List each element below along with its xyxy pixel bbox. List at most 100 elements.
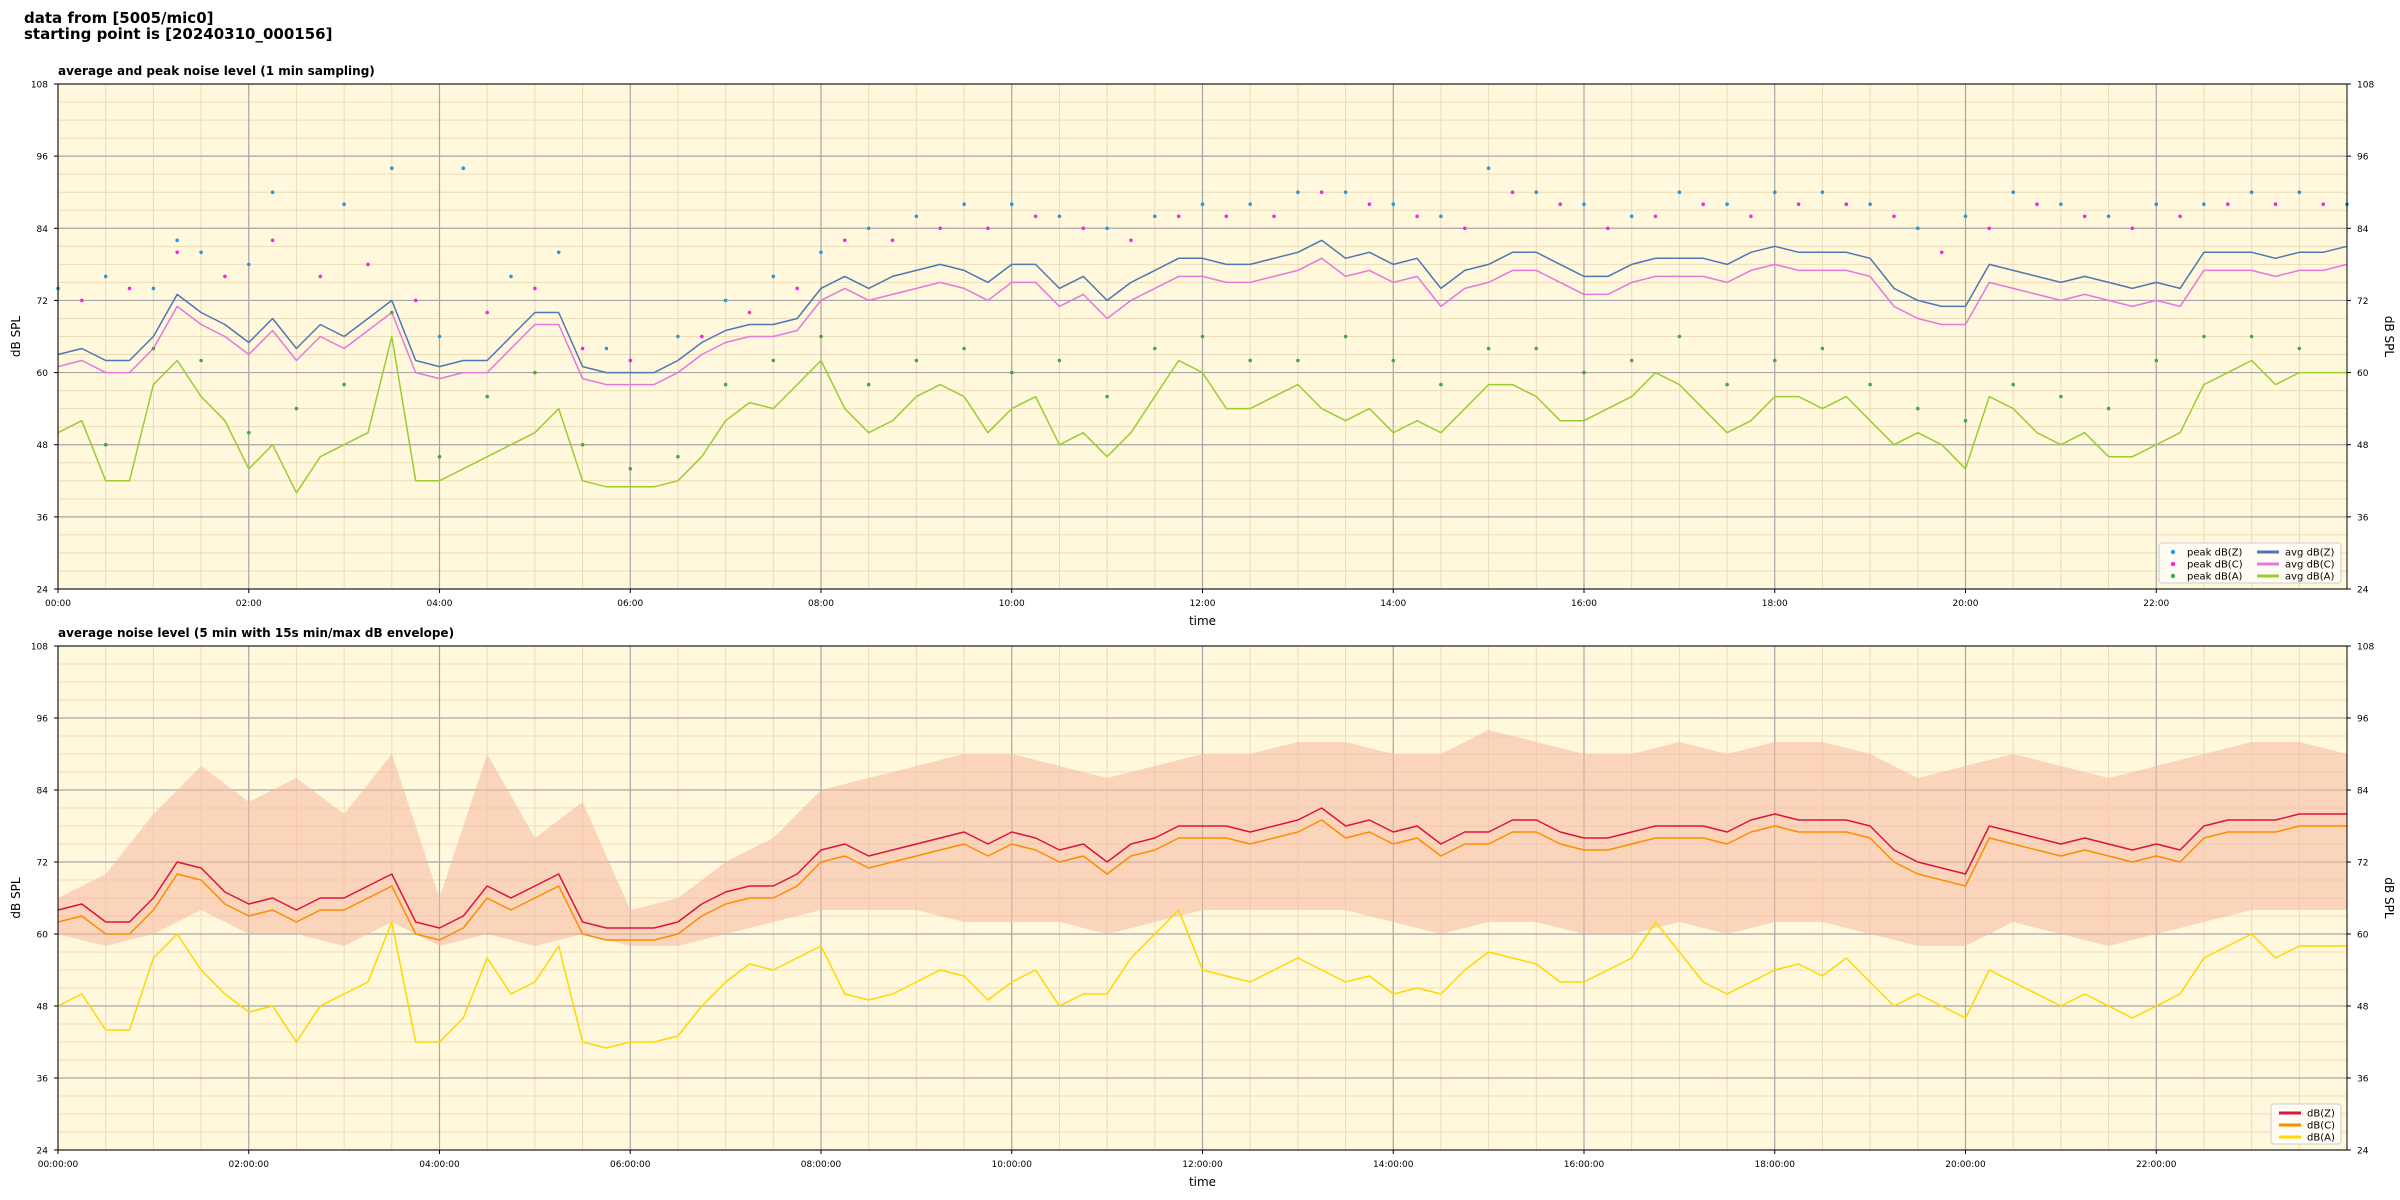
top-chart-xlabel: time: [1189, 614, 1216, 628]
top-point-peak-c: [1224, 214, 1229, 219]
legend-label-avg-c: avg dB(C): [2285, 560, 2335, 571]
top-ytick-label-left: 60: [37, 369, 49, 379]
top-point-peak-a: [866, 382, 871, 387]
top-ytick-label-left: 108: [31, 81, 48, 91]
top-ytick-label-right: 96: [2357, 153, 2369, 163]
bottom-chart-xlabel: time: [1189, 1175, 1216, 1189]
top-point-peak-a: [199, 358, 203, 363]
top-point-peak-a: [1820, 346, 1825, 351]
top-chart-ylabel-left: dB SPL: [9, 316, 23, 358]
top-point-peak-z: [1200, 202, 1205, 206]
top-ytick-label-left: 36: [37, 513, 49, 523]
top-point-peak-z: [1486, 166, 1491, 170]
top-ytick-label-right: 60: [2357, 369, 2369, 379]
top-point-peak-z: [914, 214, 919, 219]
top-point-peak-z: [1820, 190, 1825, 194]
bottom-ytick-label-right: 48: [2357, 1003, 2369, 1013]
bottom-xtick-label: 14:00:00: [1373, 1160, 1414, 1170]
top-point-peak-z: [866, 226, 871, 231]
top-ytick-label-left: 48: [37, 441, 49, 451]
top-point-peak-z: [1391, 202, 1396, 206]
bottom-ytick-label-left: 36: [37, 1075, 49, 1085]
top-point-peak-c: [1129, 238, 1133, 243]
top-point-peak-z: [437, 334, 442, 339]
top-point-peak-z: [1248, 202, 1252, 206]
top-chart-title: average and peak noise level (1 min samp…: [58, 64, 375, 78]
top-point-peak-z: [1105, 226, 1109, 231]
top-point-peak-c: [747, 310, 752, 315]
top-point-peak-c: [1606, 226, 1610, 231]
top-point-peak-a: [1725, 382, 1729, 387]
legend-label-db-c: dB(C): [2307, 1121, 2335, 1132]
top-point-peak-c: [2130, 226, 2135, 231]
top-point-peak-c: [795, 286, 799, 291]
bottom-xtick-label: 10:00:00: [992, 1160, 1033, 1170]
top-ytick-label-right: 72: [2357, 297, 2368, 307]
top-ytick-label-right: 108: [2357, 81, 2374, 91]
top-point-peak-a: [1057, 358, 1062, 363]
top-point-peak-a: [1439, 382, 1443, 387]
top-point-peak-z: [199, 250, 203, 255]
top-point-peak-a: [342, 382, 346, 387]
top-point-peak-c: [413, 298, 418, 303]
legend-label-db-z: dB(Z): [2307, 1109, 2335, 1120]
top-point-peak-c: [986, 226, 990, 231]
top-point-peak-a: [1153, 346, 1157, 351]
bottom-series-line-a: [57, 909, 2347, 1049]
top-point-peak-c: [2321, 202, 2325, 206]
top-point-peak-a: [2202, 334, 2206, 339]
top-series-peak-a: [103, 310, 2302, 471]
bottom-plot-layer: [57, 645, 2348, 1151]
top-point-peak-a: [1296, 358, 1300, 363]
legend-marker-peak-a: [2170, 573, 2176, 579]
top-series-peak-z: [56, 166, 2349, 351]
top-point-peak-c: [1987, 226, 1992, 231]
top-point-peak-a: [485, 394, 490, 399]
top-point-peak-z: [2202, 202, 2206, 206]
top-point-peak-a: [676, 454, 680, 459]
top-point-peak-a: [294, 406, 299, 411]
top-point-peak-c: [2178, 214, 2182, 219]
top-point-peak-c: [270, 238, 275, 243]
bottom-xtick-label: 16:00:00: [1564, 1160, 1605, 1170]
top-point-peak-a: [1200, 334, 1205, 339]
top-point-peak-z: [1725, 202, 1729, 206]
top-point-peak-a: [1677, 334, 1682, 339]
bottom-ytick-label-right: 24: [2357, 1147, 2369, 1157]
top-point-peak-c: [1081, 226, 1086, 231]
top-point-peak-a: [2297, 346, 2302, 351]
top-point-peak-z: [247, 262, 251, 267]
top-point-peak-a: [1582, 370, 1586, 375]
header-source-line: data from [5005/mic0]: [24, 9, 214, 27]
top-ytick-label-left: 24: [37, 586, 49, 596]
top-point-peak-c: [1558, 202, 1562, 206]
top-point-peak-z: [1153, 214, 1157, 219]
top-point-peak-c: [127, 286, 132, 291]
bottom-chart-panel: average noise level (5 min with 15s min/…: [9, 626, 2396, 1189]
top-point-peak-z: [270, 190, 275, 194]
top-point-peak-z: [556, 250, 561, 255]
top-point-peak-a: [1343, 334, 1348, 339]
top-point-peak-z: [1343, 190, 1348, 194]
top-ytick-label-right: 24: [2357, 586, 2369, 596]
bottom-xtick-label: 22:00:00: [2136, 1160, 2177, 1170]
top-point-peak-a: [151, 346, 156, 351]
legend-label-avg-z: avg dB(Z): [2285, 548, 2335, 559]
top-point-peak-z: [962, 202, 966, 206]
bottom-chart-ylabel-right: dB SPL: [2382, 877, 2396, 919]
top-point-peak-c: [1653, 214, 1658, 219]
top-point-peak-a: [1629, 358, 1634, 363]
top-point-peak-a: [2059, 394, 2063, 399]
top-xtick-label: 22:00: [2143, 599, 2169, 609]
top-xtick-label: 20:00: [1953, 599, 1979, 609]
legend-label-avg-a: avg dB(A): [2285, 572, 2335, 583]
top-point-peak-z: [604, 346, 609, 351]
top-point-peak-c: [485, 310, 490, 315]
bottom-ytick-label-right: 84: [2357, 787, 2369, 797]
bottom-xtick-label: 18:00:00: [1755, 1160, 1796, 1170]
bottom-xtick-label: 00:00:00: [38, 1160, 79, 1170]
top-point-peak-a: [580, 442, 585, 447]
top-point-peak-c: [80, 298, 84, 303]
top-series-peak-c: [80, 190, 2325, 363]
bottom-xtick-label: 08:00:00: [801, 1160, 842, 1170]
